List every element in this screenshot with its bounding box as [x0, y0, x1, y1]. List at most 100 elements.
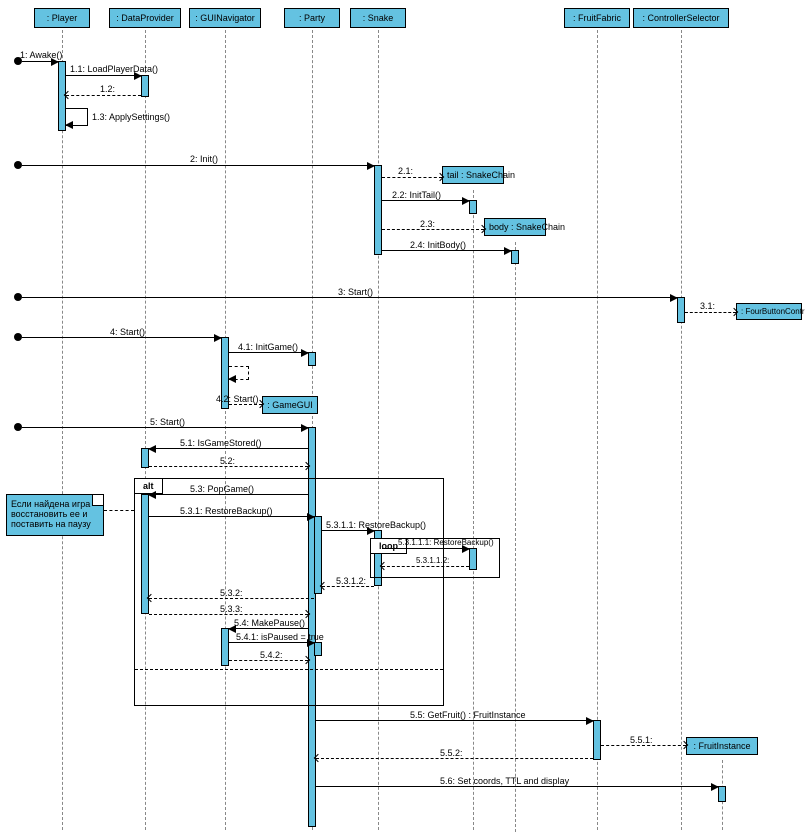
lbl-53112: 5.3.1.1.2:: [416, 556, 449, 565]
act-gui-54: [221, 628, 229, 666]
msg-12: [66, 95, 141, 96]
msg-533: [149, 614, 308, 615]
msg-4: [22, 337, 221, 338]
lbl-11: 1.1: LoadPlayerData(): [70, 64, 158, 74]
lbl-12: 1.2:: [100, 84, 115, 94]
lbl-542: 5.4.2:: [260, 650, 283, 660]
alt-divider: [135, 669, 443, 670]
lifeline-party: : Party: [284, 8, 340, 28]
act-data-1: [141, 75, 149, 97]
lifeline-fruitfabric: : FruitFabric: [564, 8, 630, 28]
msg-11: [66, 75, 141, 76]
lifeline-guinavigator: : GUINavigator: [189, 8, 261, 28]
lbl-23: 2.3:: [420, 219, 435, 229]
lbl-55: 5.5: GetFruit() : FruitInstance: [410, 710, 526, 720]
msg-532: [149, 598, 314, 599]
act-party-531: [314, 516, 322, 594]
act-party-41: [308, 352, 316, 366]
msg-22: [382, 200, 469, 201]
lbl-5311: 5.3.1.1: RestoreBackup(): [326, 520, 426, 530]
lbl-5312: 5.3.1.2:: [336, 576, 366, 586]
lbl-56: 5.6: Set coords, TTL and display: [440, 776, 569, 786]
msg-51: [149, 448, 308, 449]
msg-24: [382, 250, 511, 251]
line-snake: [378, 30, 379, 830]
msg-541: [229, 642, 314, 643]
note-restore: Если найдена игра - восстановить ее и по…: [6, 494, 104, 536]
lbl-41: 4.1: InitGame(): [238, 342, 298, 352]
msg-5311: [322, 530, 374, 531]
msg-552: [316, 758, 593, 759]
msg-23: [382, 229, 484, 230]
sequence-diagram: : Player : DataProvider : GUINavigator :…: [0, 0, 805, 834]
lbl-552: 5.5.2:: [440, 748, 463, 758]
act-party-541: [314, 642, 322, 656]
msg-52: [149, 466, 308, 467]
msg-53111: [382, 548, 469, 549]
lbl-3: 3: Start(): [338, 287, 373, 297]
lbl-4: 4: Start(): [110, 327, 145, 337]
msg-1: [22, 61, 58, 62]
lbl-22: 2.2: InitTail(): [392, 190, 441, 200]
msg-53112: [382, 566, 469, 567]
lifeline-player: : Player: [34, 8, 90, 28]
lbl-13: 1.3: ApplySettings(): [92, 112, 170, 122]
line-player: [62, 30, 63, 830]
line-ctrl: [681, 30, 682, 830]
msg-56: [316, 786, 718, 787]
lbl-51: 5.1: IsGameStored(): [180, 438, 262, 448]
obj-fruitinst: : FruitInstance: [686, 737, 758, 755]
lbl-54: 5.4: MakePause(): [234, 618, 305, 628]
lbl-5: 5: Start(): [150, 417, 185, 427]
act-fruit-55: [593, 720, 601, 760]
act-tail-53111: [469, 548, 477, 570]
lbl-52: 5.2:: [220, 456, 235, 466]
msg-13: [66, 108, 88, 126]
msg-2: [22, 165, 374, 166]
lbl-541: 5.4.1: isPaused = true: [236, 632, 324, 642]
msg-42: [229, 404, 262, 405]
line-gui: [225, 30, 226, 830]
line-tail: [473, 190, 474, 830]
msg-54: [229, 628, 308, 629]
lbl-533: 5.3.3:: [220, 604, 243, 614]
gate-2: [14, 161, 22, 169]
lifeline-controllerselector: : ControllerSelector: [633, 8, 729, 28]
msg-5312: [322, 586, 374, 587]
act-ctrl-3: [677, 297, 685, 323]
msg-53: [149, 494, 308, 495]
gate-4: [14, 333, 22, 341]
lbl-24: 2.4: InitBody(): [410, 240, 466, 250]
obj-tail: tail : SnakeChain: [442, 166, 504, 184]
obj-fourbtn: : FourButtonController: [736, 303, 802, 320]
line-data: [145, 30, 146, 830]
msg-41r: [229, 366, 249, 380]
act-tail-22: [469, 200, 477, 214]
lbl-53111: 5.3.1.1.1: RestoreBackup(): [398, 538, 494, 547]
gate-3: [14, 293, 22, 301]
msg-41: [229, 352, 308, 353]
lbl-1: 1: Awake(): [20, 50, 62, 60]
line-body: [515, 242, 516, 832]
lbl-551: 5.5.1:: [630, 735, 653, 745]
msg-55: [316, 720, 593, 721]
gate-5: [14, 423, 22, 431]
act-body-24: [511, 250, 519, 264]
lbl-21: 2.1:: [398, 166, 413, 176]
lbl-2: 2: Init(): [190, 154, 218, 164]
lbl-532: 5.3.2:: [220, 588, 243, 598]
obj-gamegui: : GameGUI: [262, 396, 318, 414]
lifeline-dataprovider: : DataProvider: [109, 8, 181, 28]
msg-3: [22, 297, 677, 298]
act-snake-2: [374, 165, 382, 255]
lifeline-snake: : Snake: [350, 8, 406, 28]
note-anchor: [104, 510, 134, 511]
msg-531: [149, 516, 314, 517]
act-fruitinst-56: [718, 786, 726, 802]
msg-31: [685, 312, 736, 313]
msg-5: [22, 427, 308, 428]
line-fruit: [597, 30, 598, 830]
lbl-42: 4.2: Start(): [216, 394, 259, 404]
msg-542: [229, 660, 308, 661]
lbl-53: 5.3: PopGame(): [190, 484, 254, 494]
